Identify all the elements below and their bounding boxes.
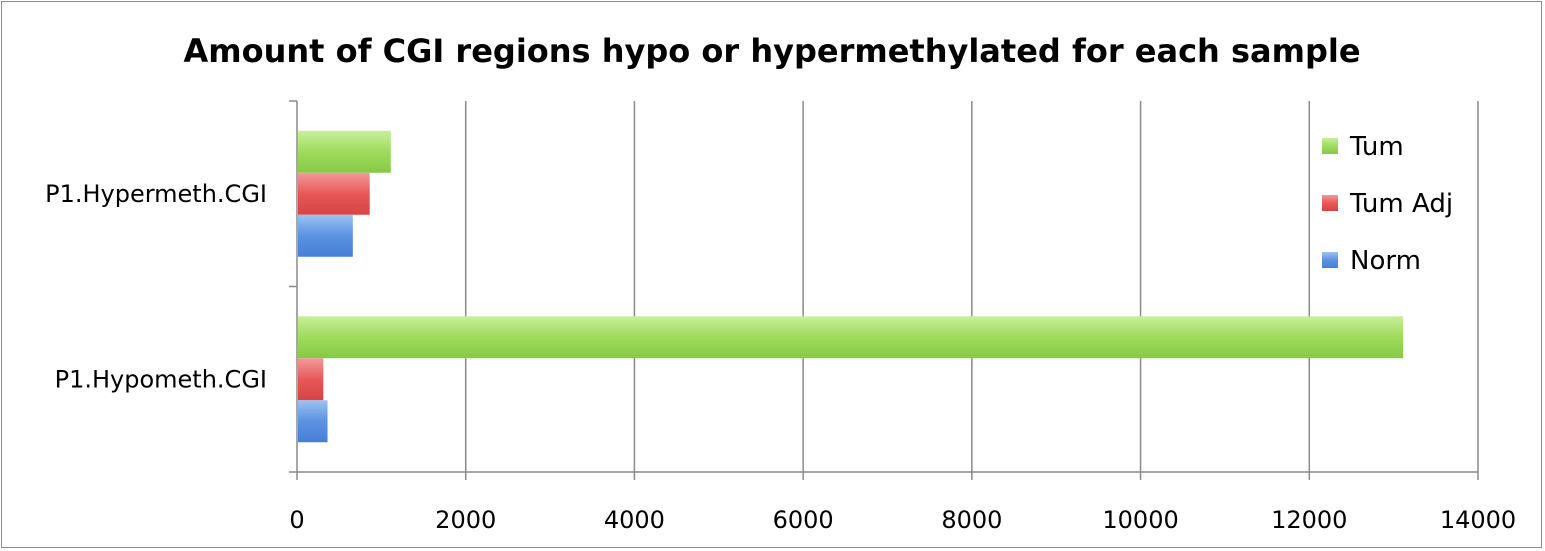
bar-tum-1 bbox=[298, 130, 391, 173]
legend-label: Tum bbox=[1349, 132, 1404, 162]
x-tick-label: 4000 bbox=[604, 506, 665, 534]
bar-tum-adj-1 bbox=[298, 172, 370, 215]
legend: Tum Tum Adj Norm bbox=[1322, 132, 1453, 276]
legend-label: Tum Adj bbox=[1349, 189, 1453, 219]
x-tick-label: 14000 bbox=[1440, 506, 1516, 534]
x-tick-label: 2000 bbox=[435, 506, 496, 534]
bars bbox=[298, 130, 1404, 443]
legend-swatch-norm bbox=[1322, 252, 1338, 268]
bar-norm-1 bbox=[298, 214, 353, 257]
bar-norm-2 bbox=[298, 400, 328, 443]
x-tick-label: 8000 bbox=[941, 506, 1002, 534]
legend-label: Norm bbox=[1350, 246, 1421, 276]
category-label: P1.Hypometh.CGI bbox=[55, 365, 267, 393]
bar-tum-adj-2 bbox=[298, 358, 324, 401]
x-tick-labels: 0 2000 4000 6000 8000 10000 12000 14000 bbox=[289, 506, 1516, 534]
legend-swatch-tum bbox=[1322, 138, 1338, 154]
category-label: P1.Hypermeth.CGI bbox=[45, 180, 267, 208]
x-tick-label: 0 bbox=[289, 506, 304, 534]
bar-tum-2 bbox=[298, 316, 1404, 359]
legend-swatch-tum-adj bbox=[1322, 195, 1338, 211]
category-labels: P1.Hypermeth.CGI P1.Hypometh.CGI bbox=[45, 180, 267, 394]
x-tick-label: 12000 bbox=[1271, 506, 1347, 534]
x-tick-label: 6000 bbox=[773, 506, 834, 534]
x-tick-label: 10000 bbox=[1102, 506, 1178, 534]
chart-title: Amount of CGI regions hypo or hypermethy… bbox=[183, 32, 1360, 70]
gridlines bbox=[296, 101, 1479, 480]
axes bbox=[289, 100, 1478, 473]
